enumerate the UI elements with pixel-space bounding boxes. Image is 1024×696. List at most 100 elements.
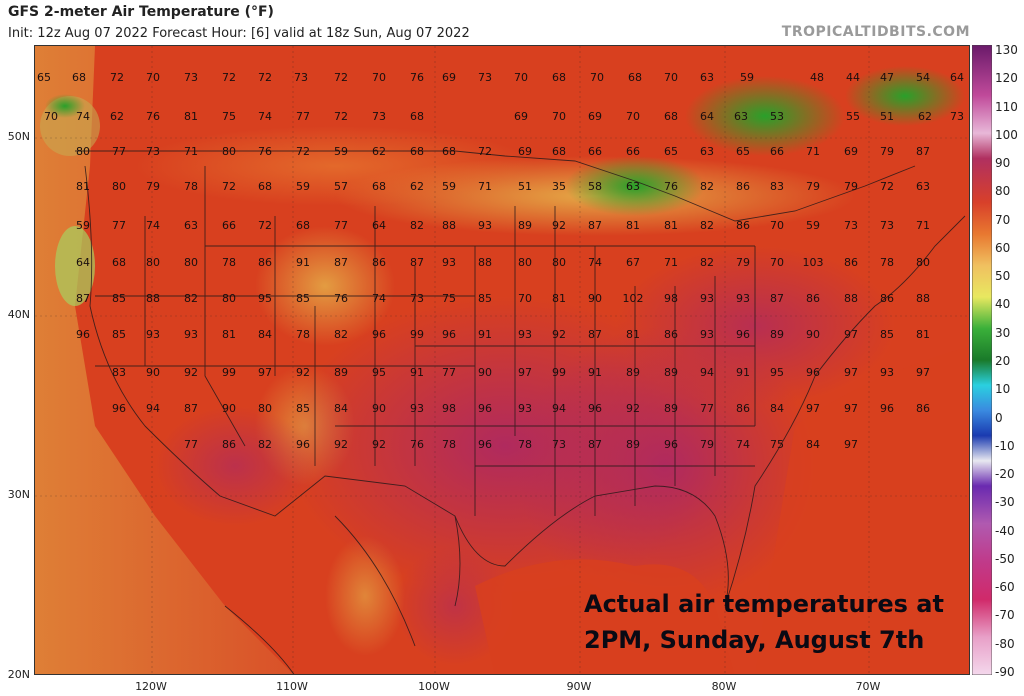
station-temperature: 94 [700,366,714,379]
station-temperature: 88 [442,219,456,232]
colorbar-label: 90 [995,156,1011,171]
station-temperature: 87 [410,256,424,269]
station-temperature: 93 [184,328,198,341]
temperature-map: 65 68 72 70 73 72 72 73 72 70 76 69 73 70 68 70 68 70 63 59… [34,45,970,675]
station-temperature: 89 [664,402,678,415]
station-temperature: 59 [806,219,820,232]
station-temperature: 86 [222,438,236,451]
station-temperature: 92 [296,366,310,379]
station-temperature: 59 [334,145,348,158]
station-temperature: 63 [626,180,640,193]
station-temperature: 68 [552,145,566,158]
station-temperature: 71 [478,180,492,193]
station-temperature: 68 [258,180,272,193]
station-temperature: 96 [478,438,492,451]
station-temperature: 72 [258,219,272,232]
station-temperature: 97 [844,328,858,341]
station-temperature: 70 [590,71,604,84]
station-temperature: 84 [806,438,820,451]
caption-line-1: Actual air temperatures at [584,590,944,618]
station-temperature: 96 [442,328,456,341]
station-temperature: 97 [844,438,858,451]
colorbar-label: 40 [995,297,1011,312]
station-temperature: 81 [626,328,640,341]
station-temperature: 93 [518,328,532,341]
station-temperature: 91 [478,328,492,341]
station-temperature: 90 [372,402,386,415]
station-temperature: 77 [112,145,126,158]
station-temperature: 81 [76,180,90,193]
station-temperature: 66 [770,145,784,158]
station-temperature: 63 [700,145,714,158]
station-temperature: 74 [588,256,602,269]
station-temperature: 84 [770,402,784,415]
lon-label-120w: 120W [135,680,167,693]
station-temperature: 72 [296,145,310,158]
station-temperature: 74 [736,438,750,451]
station-temperature: 96 [806,366,820,379]
station-temperature: 85 [112,292,126,305]
station-temperature: 96 [112,402,126,415]
station-temperature: 64 [700,110,714,123]
station-temperature: 92 [372,438,386,451]
station-temperature: 87 [334,256,348,269]
station-temperature: 51 [880,110,894,123]
station-temperature: 77 [700,402,714,415]
station-temperature: 96 [736,328,750,341]
station-temperature: 88 [916,292,930,305]
station-temperature: 83 [112,366,126,379]
station-temperature: 87 [588,328,602,341]
station-temperature: 74 [372,292,386,305]
station-temperature: 93 [736,292,750,305]
station-temperature: 71 [916,219,930,232]
lon-label-100w: 100W [418,680,450,693]
colorbar-label: 130 [995,43,1018,57]
station-temperature: 71 [806,145,820,158]
map-canvas: 65 68 72 70 73 72 72 73 72 70 76 69 73 70 68 70 68 70 63 59… [35,46,969,674]
station-temperature: 74 [76,110,90,123]
station-temperature: 80 [222,145,236,158]
station-temperature: 81 [664,219,678,232]
station-temperature: 68 [112,256,126,269]
colorbar-label: -70 [995,608,1015,623]
station-temperature: 57 [334,180,348,193]
station-temperature: 84 [334,402,348,415]
station-temperature: 73 [184,71,198,84]
colorbar-label: -90 [995,665,1015,679]
station-temperature: 53 [770,110,784,123]
station-temperature: 79 [844,180,858,193]
station-temperature: 81 [222,328,236,341]
station-temperature: 90 [146,366,160,379]
station-temperature: 92 [334,438,348,451]
station-temperature: 82 [700,180,714,193]
station-temperature: 63 [184,219,198,232]
lon-label-110w: 110W [276,680,308,693]
station-temperature: 99 [222,366,236,379]
station-temperature: 93 [880,366,894,379]
station-temperature: 78 [296,328,310,341]
station-temperature: 97 [844,402,858,415]
station-temperature: 78 [442,438,456,451]
colorbar-label: -10 [995,438,1015,453]
station-temperature: 59 [442,180,456,193]
station-temperature: 80 [76,145,90,158]
station-temperature: 99 [410,328,424,341]
station-temperature: 74 [146,219,160,232]
lon-label-80w: 80W [711,680,737,693]
station-temperature: 87 [916,145,930,158]
station-temperature: 98 [442,402,456,415]
station-temperature: 78 [184,180,198,193]
station-temperature: 96 [372,328,386,341]
station-temperature: 96 [588,402,602,415]
station-temperature: 71 [184,145,198,158]
station-temperature: 91 [588,366,602,379]
lat-label-40n: 40N [7,308,30,321]
station-temperature: 85 [112,328,126,341]
station-temperature: 85 [296,402,310,415]
station-temperature: 62 [110,110,124,123]
station-temperature: 63 [700,71,714,84]
caption-overlay: Actual air temperatures at 2PM, Sunday, … [584,586,944,658]
station-temperature: 87 [770,292,784,305]
station-temperature: 79 [736,256,750,269]
lon-label-90w: 90W [566,680,592,693]
